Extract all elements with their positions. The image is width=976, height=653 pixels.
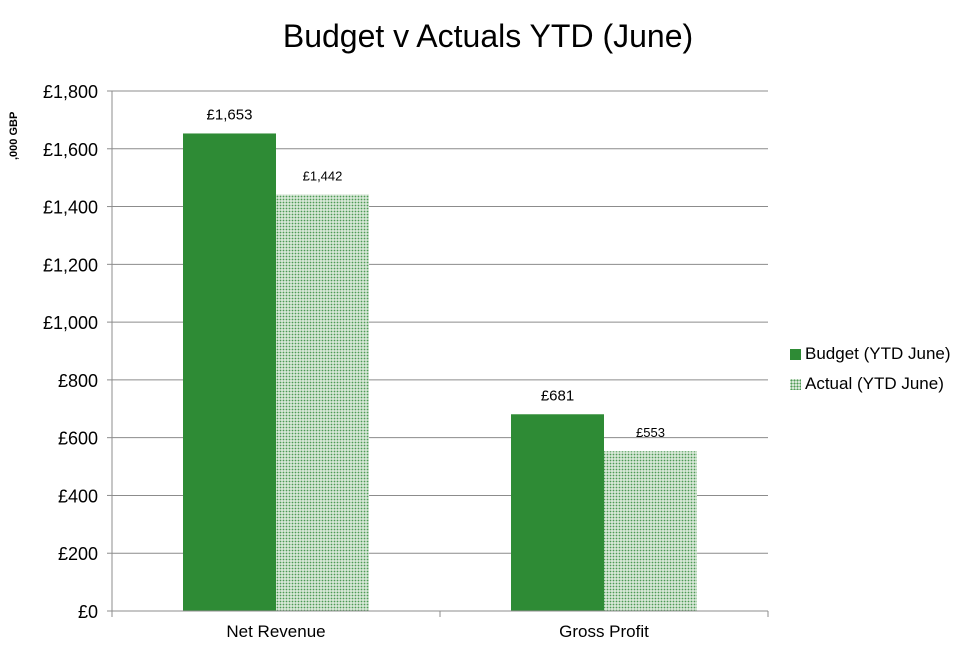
y-tick-label: £1,600 — [43, 140, 98, 160]
data-label: £1,442 — [303, 168, 343, 183]
y-tick-label: £1,400 — [43, 198, 98, 218]
y-tick-label: £200 — [58, 544, 98, 564]
y-tick-label: £800 — [58, 371, 98, 391]
bar-budget-0 — [183, 133, 276, 611]
data-label: £681 — [541, 387, 574, 404]
y-tick-label: £0 — [78, 602, 98, 622]
legend-label-actual: Actual (YTD June) — [805, 374, 944, 393]
x-category-label: Net Revenue — [226, 622, 325, 641]
legend-swatch-actual — [790, 378, 801, 390]
bar-actual-1 — [604, 451, 697, 611]
y-tick-label: £1,800 — [43, 82, 98, 102]
legend-item-budget: Budget (YTD June) — [790, 339, 951, 369]
y-tick-label: £600 — [58, 429, 98, 449]
bar-actual-0 — [276, 194, 369, 611]
legend: Budget (YTD June) Actual (YTD June) — [790, 339, 951, 399]
y-tick-label: £1,200 — [43, 255, 98, 275]
y-tick-label: £1,000 — [43, 313, 98, 333]
bar-budget-1 — [511, 414, 604, 611]
data-label: £1,653 — [207, 106, 253, 123]
y-tick-label: £400 — [58, 486, 98, 506]
legend-swatch-budget — [790, 348, 801, 360]
chart-title: Budget v Actuals YTD (June) — [282, 18, 694, 54]
legend-label-budget: Budget (YTD June) — [805, 344, 951, 363]
data-label: £553 — [636, 425, 665, 440]
legend-item-actual: Actual (YTD June) — [790, 369, 951, 399]
x-category-label: Gross Profit — [559, 622, 649, 641]
